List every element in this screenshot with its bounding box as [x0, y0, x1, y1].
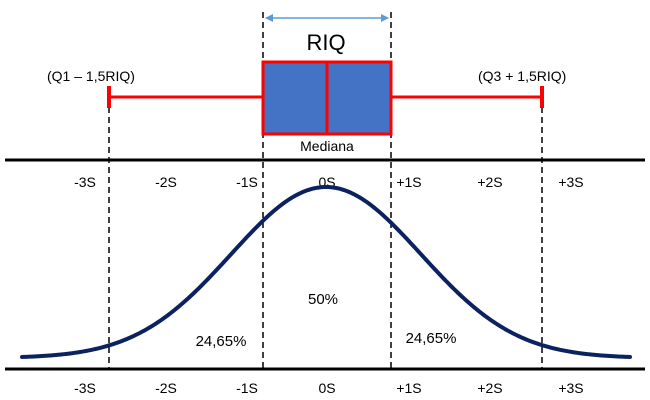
lower-whisker-label: (Q1 – 1,5RIQ) — [47, 68, 135, 84]
top-tick-label: -1S — [236, 174, 258, 190]
median-label: Mediana — [300, 138, 354, 154]
bottom-tick-label: +1S — [396, 380, 421, 396]
right-tail-area-label: 24,65% — [406, 330, 457, 347]
top-tick-labels: -3S -2S -1S 0S +1S +2S +3S — [74, 174, 584, 190]
normal-curve — [20, 185, 632, 359]
riq-label: RIQ — [306, 30, 345, 55]
bottom-tick-label: +2S — [477, 380, 502, 396]
bottom-tick-label: -1S — [236, 380, 258, 396]
upper-whisker-label: (Q3 + 1,5RIQ) — [478, 68, 566, 84]
left-tail-area-label: 24,65% — [196, 333, 247, 350]
bottom-tick-label: -2S — [155, 380, 177, 396]
top-tick-label: -2S — [155, 174, 177, 190]
top-tick-label: +1S — [396, 174, 421, 190]
top-tick-label: -3S — [74, 174, 96, 190]
top-tick-label: +2S — [477, 174, 502, 190]
top-tick-label: +3S — [558, 174, 583, 190]
bottom-tick-label: -3S — [74, 380, 96, 396]
bottom-tick-label: 0S — [318, 380, 335, 396]
bottom-tick-label: +3S — [558, 380, 583, 396]
bottom-tick-labels: -3S -2S -1S 0S +1S +2S +3S — [74, 380, 584, 396]
center-area-label: 50% — [308, 291, 338, 308]
